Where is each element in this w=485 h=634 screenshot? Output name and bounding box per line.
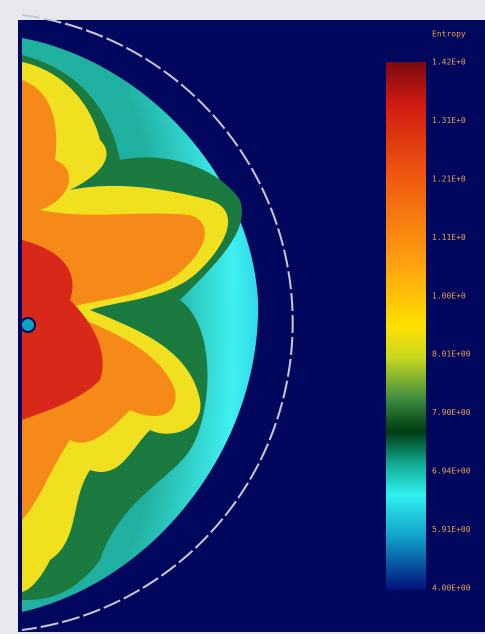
visualization: Entropy 1.42E+0 1.31E+0 1.21E+0 1.11E+0 1.00… [0, 0, 485, 634]
colorbar-label: 1.00E+0 [432, 291, 466, 300]
colorbar-label: 5.91E+00 [432, 525, 471, 534]
colorbar-label: 1.21E+0 [432, 174, 466, 183]
colorbar [386, 62, 426, 590]
colorbar-label: 1.42E+0 [432, 58, 466, 67]
colorbar-label: 6.94E+00 [432, 467, 471, 476]
colorbar-label: 4.00E+00 [432, 584, 471, 593]
colorbar-label: 8.01E+00 [432, 350, 471, 359]
page: {"colorbar": {"title": "Entropy", "label… [0, 0, 485, 634]
colorbar-label: 1.11E+0 [432, 233, 466, 242]
core [21, 318, 35, 332]
colorbar-label: 1.31E+0 [432, 116, 466, 125]
colorbar-title: Entropy [432, 30, 466, 39]
colorbar-label: 7.90E+00 [432, 408, 471, 417]
